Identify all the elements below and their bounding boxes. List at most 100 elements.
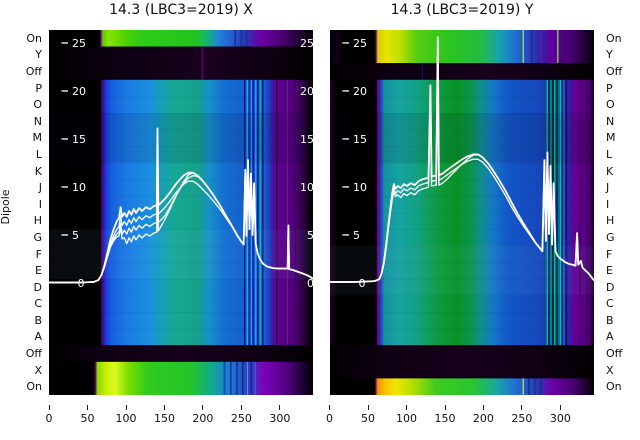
- xtick-label: 0: [45, 412, 53, 425]
- inner-ytick-label-right: 5: [307, 229, 313, 242]
- row-label-left-y-1: Y: [35, 48, 42, 62]
- panel-title-x: 14.3 (LBC3=2019) X: [109, 2, 253, 18]
- row-label-left-o-4: O: [33, 98, 42, 112]
- inner-ytick-label-zero: 0: [358, 277, 365, 290]
- xtick-mark: [279, 405, 281, 410]
- xtick-mark: [406, 405, 407, 410]
- xtick-mark: [164, 405, 165, 410]
- row-label-right-m-6: M: [606, 131, 616, 145]
- xtick-label: 150: [154, 412, 175, 425]
- xtick-mark: [559, 405, 561, 410]
- row-label-left-c-16: C: [34, 297, 42, 311]
- row-label-left-a-18: A: [34, 330, 42, 344]
- inner-ytick-label-right: 20: [300, 85, 313, 98]
- row-label-right-l-7: L: [606, 147, 613, 161]
- row-label-left-h-11: H: [33, 214, 42, 228]
- row-label-right-d-15: D: [606, 280, 615, 294]
- row-label-right-on-21: On: [606, 380, 622, 394]
- heatmap-svg-x: 25 25 20 20 15 15 10 10 5 5 0 0: [49, 30, 313, 395]
- xtick-label: 150: [434, 412, 456, 425]
- row-label-right-i-10: I: [606, 197, 610, 211]
- xtick-label: 250: [511, 412, 533, 425]
- row-label-right-e-14: E: [606, 264, 613, 278]
- inner-ytick-label: 10: [353, 181, 367, 194]
- row-label-left-e-14: E: [35, 264, 42, 278]
- panel-title-y: 14.3 (LBC3=2019) Y: [390, 2, 534, 18]
- row-label-left-g-12: G: [33, 230, 42, 244]
- inner-ytick-label: 5: [353, 229, 360, 242]
- inner-ytick-label: 5: [72, 229, 79, 242]
- row-label-right-a-18: A: [606, 330, 614, 344]
- xtick-label: 100: [115, 412, 137, 425]
- row-label-right-off-2: Off: [606, 65, 623, 78]
- overlay-trace-main: [329, 36, 594, 283]
- inner-ytick-label: 20: [72, 85, 86, 98]
- row-label-left-f-13: F: [35, 247, 42, 261]
- xtick-label: 300: [269, 412, 291, 425]
- row-labels-left: On Y Off P O N M L K J I H G F E D C B A Off X On: [0, 30, 45, 395]
- row-label-right-x-20: X: [606, 363, 614, 377]
- inner-ytick-label: 20: [353, 85, 367, 98]
- row-label-right-off-19: Off: [606, 347, 623, 360]
- row-label-left-i-10: I: [38, 197, 42, 211]
- heatmap-panel-y: 25 20 15 10 5 0: [329, 30, 594, 395]
- xtick-mark: [521, 405, 523, 410]
- heatmap-svg-y: 25 20 15 10 5 0: [329, 30, 594, 395]
- row-label-left-m-6: M: [32, 131, 43, 145]
- row-label-left-n-5: N: [33, 114, 42, 128]
- row-label-right-on-0: On: [606, 31, 622, 45]
- inner-ytick-label-right: 25: [300, 37, 313, 50]
- xtick-mark: [202, 405, 204, 410]
- inner-ytick-label: 15: [72, 133, 86, 146]
- xtick-mark: [482, 405, 484, 410]
- inner-ytick-label: 10: [72, 181, 86, 194]
- row-label-left-k-8: K: [34, 164, 42, 178]
- inner-ytick-label-right: 15: [300, 133, 313, 146]
- xtick-label: 50: [361, 412, 375, 425]
- row-label-left-x-20: X: [34, 363, 42, 377]
- xtick-label: 200: [472, 412, 494, 425]
- row-label-right-c-16: C: [606, 297, 614, 311]
- row-label-left-p-3: P: [35, 81, 42, 95]
- xtick-mark: [48, 405, 50, 410]
- row-label-right-o-4: O: [606, 98, 615, 112]
- heatmap-panel-x: 25 25 20 20 15 15 10 10 5 5 0 0: [49, 30, 313, 395]
- row-label-right-n-5: N: [606, 114, 615, 128]
- xtick-label: 100: [396, 412, 417, 425]
- row-label-left-on-21: On: [26, 380, 42, 394]
- inner-ytick-label: 25: [72, 37, 86, 50]
- xtick-mark: [240, 405, 242, 410]
- row-label-right-p-3: P: [606, 81, 613, 95]
- row-label-right-k-8: K: [606, 164, 614, 178]
- inner-ytick-label: 15: [353, 133, 367, 146]
- row-label-right-f-13: F: [606, 247, 613, 261]
- row-label-right-h-11: H: [606, 214, 615, 228]
- row-label-right-b-17: B: [606, 313, 614, 327]
- xtick-label: 50: [80, 412, 95, 425]
- xtick-mark: [367, 405, 369, 410]
- xtick-mark: [87, 405, 88, 410]
- inner-ytick-label-right: 0: [307, 277, 313, 290]
- xtick-mark: [125, 405, 127, 410]
- row-label-left-d-15: D: [33, 280, 42, 294]
- row-label-left-off-2: Off: [25, 65, 42, 78]
- inner-ytick-label-right: 10: [300, 181, 313, 194]
- row-label-left-j-9: J: [38, 181, 42, 195]
- inner-ytick-label-zero: 0: [78, 277, 85, 290]
- inner-ytick-label: 25: [353, 37, 367, 50]
- row-label-left-off-19: Off: [25, 347, 42, 360]
- xtick-label: 300: [549, 412, 571, 425]
- row-label-left-b-17: B: [34, 313, 42, 327]
- row-label-right-g-12: G: [606, 230, 615, 244]
- xtick-mark: [444, 405, 446, 410]
- xtick-mark: [329, 405, 330, 410]
- row-label-left-on-0: On: [26, 31, 42, 45]
- row-labels-right: On Y Off P O N M L K J I H G F E D C B A Off X On: [606, 30, 640, 395]
- xtick-label: 200: [192, 412, 214, 425]
- xtick-label: 250: [230, 412, 252, 425]
- row-label-right-j-9: J: [606, 181, 610, 195]
- overlay-trace-main: [49, 127, 313, 284]
- row-label-left-l-7: L: [35, 147, 42, 161]
- row-label-right-y-1: Y: [606, 48, 613, 62]
